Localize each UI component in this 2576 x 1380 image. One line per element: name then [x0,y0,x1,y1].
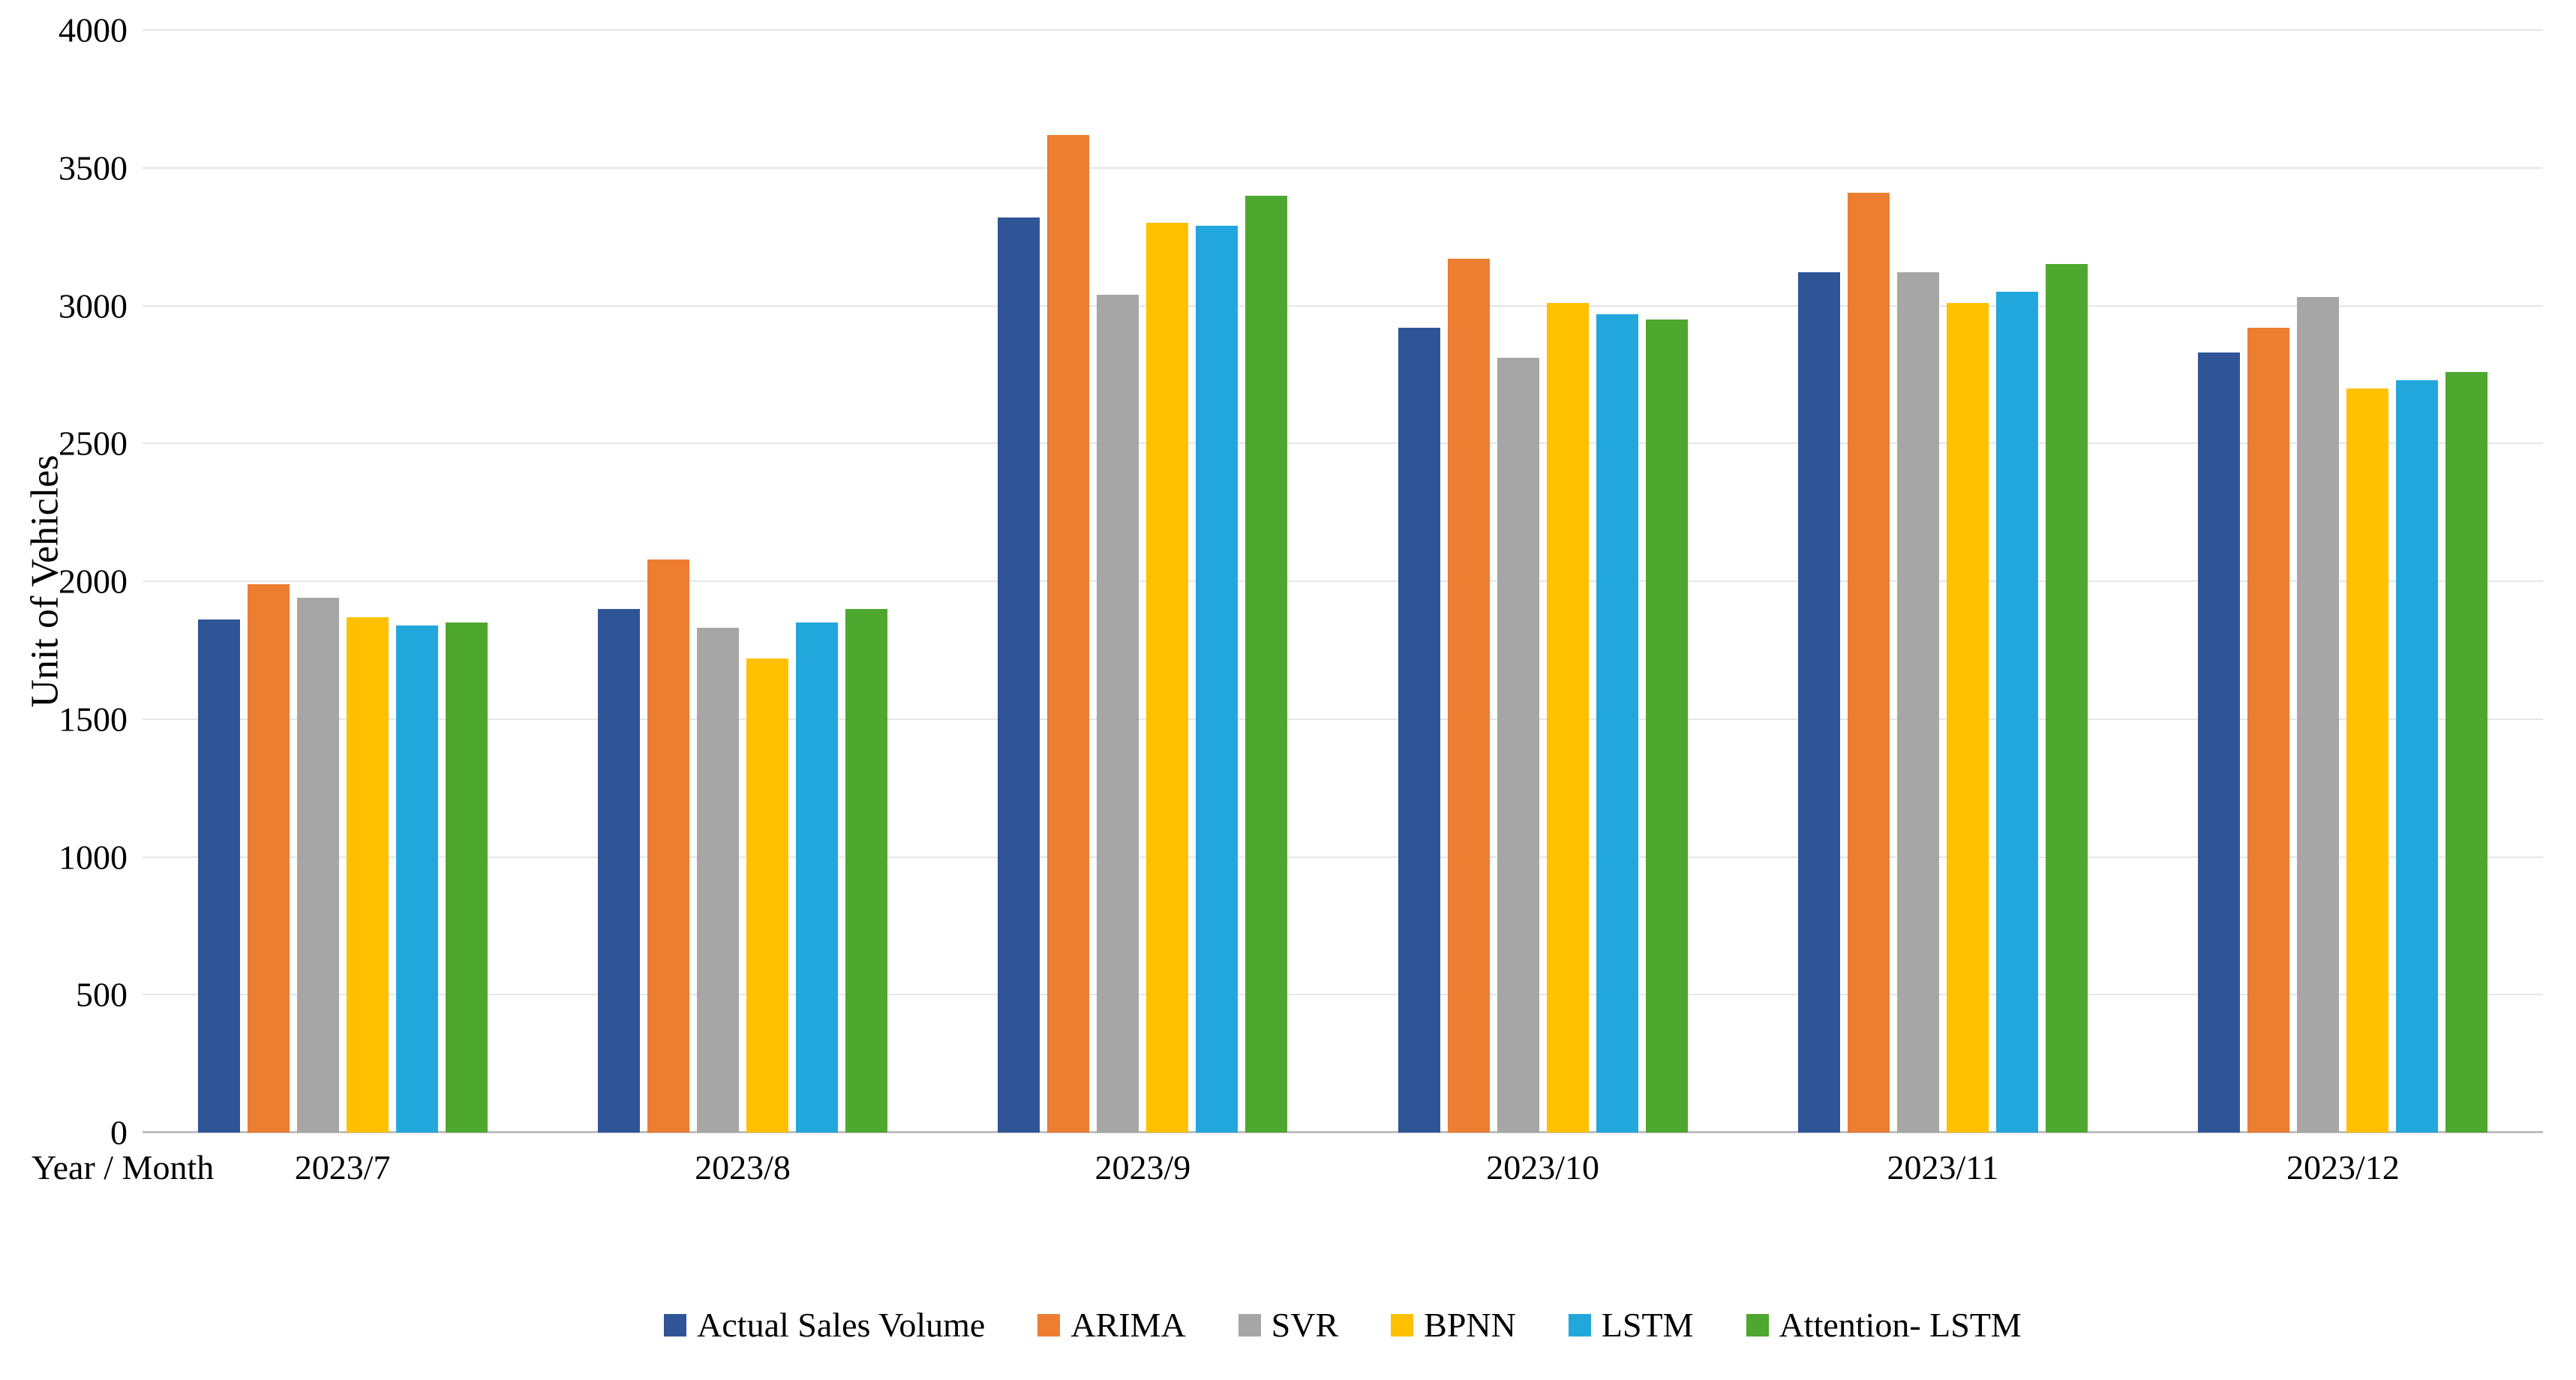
bar [845,609,887,1132]
bar [2297,297,2339,1132]
legend-label: LSTM [1602,1305,1694,1345]
x-category-label: 2023/7 [295,1148,391,1187]
y-tick-label: 2000 [0,562,128,602]
gridline [143,718,2543,720]
bar [2346,388,2388,1132]
gridline [143,856,2543,858]
bar [796,622,838,1132]
x-category-label: 2023/11 [1887,1148,1998,1187]
bar [2247,328,2289,1132]
y-tick-label: 2500 [0,424,128,464]
bar [1646,320,1688,1132]
y-tick-label: 1000 [0,837,128,877]
x-category-label: 2023/12 [2286,1148,2400,1187]
y-tick-label: 3000 [0,286,128,326]
bar [2198,352,2240,1132]
legend-swatch [1037,1314,1060,1336]
bar [347,617,389,1132]
legend-item: Actual Sales Volume [664,1305,985,1345]
legend: Actual Sales Volume ARIMA SVR BPNN LSTM Atten… [143,1305,2543,1345]
x-axis-baseline [143,1131,2543,1133]
bar [1245,196,1287,1133]
bar [2445,372,2487,1132]
bar [598,609,640,1132]
legend-item: SVR [1238,1305,1338,1345]
gridline [143,305,2543,307]
bar [1996,292,2038,1132]
x-category-label: 2023/8 [695,1148,791,1187]
y-tick-label: 4000 [0,10,128,50]
bar [1848,193,1890,1132]
gridline [143,442,2543,444]
y-tick-label: 500 [0,975,128,1015]
legend-label: Attention- LSTM [1779,1305,2022,1345]
bar [2046,264,2088,1132]
bar [1547,303,1589,1132]
x-category-label: 2023/10 [1486,1148,1599,1187]
gridline [143,580,2543,582]
bar [1897,272,1939,1132]
plot-area [143,30,2543,1132]
bar [1596,314,1638,1132]
legend-item: LSTM [1569,1305,1694,1345]
x-category-label: 2023/9 [1094,1148,1190,1187]
legend-label: Actual Sales Volume [697,1305,985,1345]
bar [1398,328,1440,1132]
bar [998,218,1040,1132]
bar [697,628,739,1132]
bar [1448,259,1490,1132]
y-tick-label: 0 [0,1113,128,1153]
bar [1947,303,1989,1132]
bar [396,626,438,1132]
bar [2396,380,2438,1132]
y-tick-label: 3500 [0,148,128,188]
y-tick-label: 1500 [0,699,128,739]
bar [198,620,240,1132]
legend-item: ARIMA [1037,1305,1185,1345]
x-axis-title: Year / Month [32,1148,214,1187]
legend-item: BPNN [1391,1305,1516,1345]
legend-swatch [1391,1314,1413,1336]
legend-swatch [1746,1314,1769,1336]
bar [1047,135,1089,1132]
bar [1146,223,1188,1132]
bar [647,560,689,1132]
gridline [143,29,2543,31]
bar [297,598,339,1132]
bar [1798,272,1840,1132]
legend-label: SVR [1271,1305,1338,1345]
bar [746,658,788,1132]
legend-label: ARIMA [1070,1305,1185,1345]
gridline [143,994,2543,995]
bar [248,584,290,1132]
legend-label: BPNN [1424,1305,1516,1345]
bar [1497,358,1539,1132]
vehicle-sales-chart: Unit of Vehicles Year / Month Actual Sal… [0,0,2576,1380]
gridline [143,167,2543,169]
bar [446,622,488,1132]
legend-swatch [664,1314,686,1336]
legend-swatch [1569,1314,1591,1336]
bar [1196,226,1238,1132]
legend-swatch [1238,1314,1261,1336]
bar [1097,295,1139,1132]
legend-item: Attention- LSTM [1746,1305,2022,1345]
